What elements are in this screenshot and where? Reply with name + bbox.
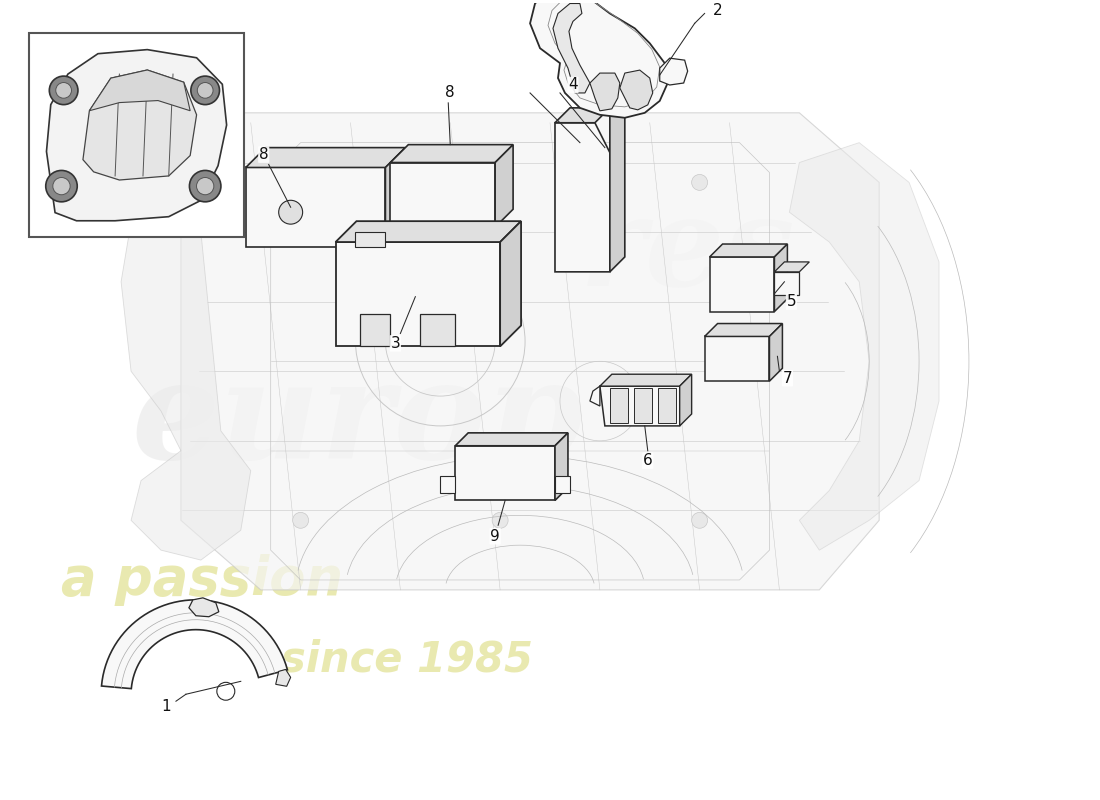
- Circle shape: [56, 82, 72, 98]
- Polygon shape: [710, 257, 774, 312]
- Polygon shape: [556, 475, 570, 494]
- Polygon shape: [189, 598, 219, 617]
- Polygon shape: [658, 388, 675, 423]
- Polygon shape: [790, 142, 939, 550]
- Text: since 1985: since 1985: [280, 638, 532, 681]
- Polygon shape: [440, 475, 455, 494]
- Text: 3: 3: [390, 336, 400, 351]
- Polygon shape: [390, 145, 513, 162]
- Polygon shape: [590, 386, 600, 406]
- Circle shape: [293, 512, 309, 528]
- Text: res: res: [580, 191, 795, 313]
- Polygon shape: [769, 323, 782, 381]
- Text: 6: 6: [642, 453, 652, 468]
- Text: europ: europ: [131, 354, 583, 488]
- Polygon shape: [619, 70, 652, 110]
- Polygon shape: [774, 272, 800, 294]
- Polygon shape: [336, 221, 521, 242]
- Polygon shape: [180, 113, 879, 590]
- Text: 2: 2: [713, 3, 723, 18]
- Polygon shape: [361, 314, 390, 346]
- Text: 5: 5: [786, 294, 796, 309]
- Polygon shape: [556, 433, 568, 501]
- Polygon shape: [774, 244, 788, 312]
- Polygon shape: [680, 374, 692, 426]
- Polygon shape: [276, 670, 290, 686]
- Polygon shape: [420, 314, 455, 346]
- Polygon shape: [385, 148, 406, 247]
- Polygon shape: [774, 262, 810, 272]
- Circle shape: [46, 170, 77, 202]
- Text: 9: 9: [491, 529, 501, 544]
- Polygon shape: [705, 337, 769, 381]
- Polygon shape: [121, 202, 251, 560]
- Polygon shape: [609, 108, 625, 272]
- Bar: [30, 34, 244, 237]
- Polygon shape: [530, 0, 668, 118]
- Polygon shape: [705, 323, 782, 337]
- Text: 4: 4: [568, 78, 578, 93]
- Text: a passion: a passion: [62, 554, 343, 606]
- Polygon shape: [89, 70, 190, 110]
- Circle shape: [197, 82, 213, 98]
- Polygon shape: [495, 145, 513, 227]
- Polygon shape: [245, 148, 406, 167]
- Circle shape: [692, 512, 707, 528]
- Polygon shape: [553, 3, 590, 93]
- Polygon shape: [710, 244, 788, 257]
- Text: 1: 1: [162, 698, 170, 714]
- Polygon shape: [600, 374, 692, 386]
- Circle shape: [50, 76, 78, 105]
- Polygon shape: [609, 388, 628, 423]
- Polygon shape: [390, 162, 495, 227]
- Circle shape: [53, 178, 70, 194]
- Polygon shape: [556, 108, 609, 122]
- Polygon shape: [101, 600, 287, 689]
- Text: 8: 8: [258, 147, 268, 162]
- Circle shape: [191, 76, 220, 105]
- Polygon shape: [556, 122, 609, 272]
- Circle shape: [692, 174, 707, 190]
- Text: 8: 8: [446, 86, 455, 101]
- Polygon shape: [455, 446, 556, 501]
- Polygon shape: [590, 73, 619, 111]
- Circle shape: [197, 178, 213, 194]
- Circle shape: [492, 174, 508, 190]
- Circle shape: [492, 512, 508, 528]
- Polygon shape: [46, 50, 227, 221]
- Circle shape: [189, 170, 221, 202]
- Polygon shape: [600, 386, 690, 426]
- Polygon shape: [336, 242, 500, 346]
- Polygon shape: [355, 232, 385, 247]
- Circle shape: [217, 682, 234, 700]
- Polygon shape: [500, 221, 521, 346]
- Polygon shape: [245, 167, 385, 247]
- Polygon shape: [455, 433, 568, 446]
- Polygon shape: [634, 388, 651, 423]
- Circle shape: [293, 174, 309, 190]
- Circle shape: [278, 200, 303, 224]
- Polygon shape: [660, 58, 688, 85]
- Polygon shape: [82, 70, 197, 180]
- Text: 7: 7: [782, 370, 792, 386]
